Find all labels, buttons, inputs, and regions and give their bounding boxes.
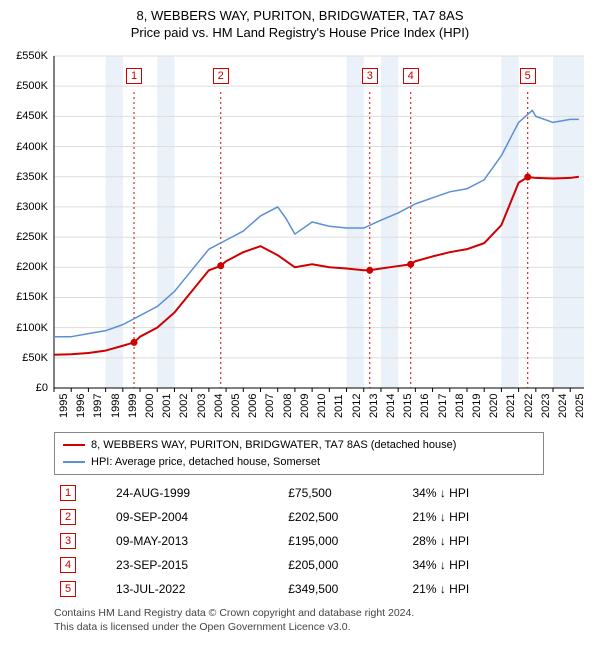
- x-axis-label: 2003: [196, 394, 208, 418]
- tx-price: £75,500: [282, 481, 406, 505]
- footer-attribution: Contains HM Land Registry data © Crown c…: [54, 607, 590, 634]
- tx-delta: 34% ↓ HPI: [406, 553, 544, 577]
- chart-marker-5: 5: [520, 68, 536, 84]
- x-axis-label: 2019: [471, 394, 483, 418]
- legend-row-hpi: HPI: Average price, detached house, Some…: [63, 454, 535, 471]
- tx-delta: 28% ↓ HPI: [406, 529, 544, 553]
- table-row: 5 13-JUL-2022£349,50021% ↓ HPI: [54, 577, 544, 601]
- x-axis-label: 2008: [282, 394, 294, 418]
- tx-price: £195,000: [282, 529, 406, 553]
- legend-swatch-hpi: [63, 461, 85, 463]
- chart-marker-2: 2: [213, 68, 229, 84]
- tx-delta: 21% ↓ HPI: [406, 577, 544, 601]
- y-axis-label: £300K: [16, 201, 48, 213]
- transactions-table: 124-AUG-1999£75,50034% ↓ HPI209-SEP-2004…: [54, 481, 544, 601]
- chart-marker-4: 4: [403, 68, 419, 84]
- x-axis-label: 1995: [58, 394, 70, 418]
- x-axis-label: 2009: [299, 394, 311, 418]
- chart-svg: [10, 46, 590, 426]
- tx-marker-icon: 5: [60, 581, 76, 597]
- x-axis-label: 1996: [75, 394, 87, 418]
- tx-price: £349,500: [282, 577, 406, 601]
- x-axis-label: 2017: [437, 394, 449, 418]
- tx-date: 13-JUL-2022: [110, 577, 282, 601]
- y-axis-label: £200K: [16, 261, 48, 273]
- x-axis-label: 2024: [557, 394, 569, 418]
- x-axis-label: 2010: [316, 394, 328, 418]
- x-axis-label: 1997: [92, 394, 104, 418]
- legend-row-property: 8, WEBBERS WAY, PURITON, BRIDGWATER, TA7…: [63, 437, 535, 454]
- x-axis-label: 2011: [333, 394, 345, 418]
- x-axis-label: 2023: [540, 394, 552, 418]
- x-axis-label: 2000: [144, 394, 156, 418]
- x-axis-label: 2001: [161, 394, 173, 418]
- x-axis-label: 2012: [351, 394, 363, 418]
- tx-date: 23-SEP-2015: [110, 553, 282, 577]
- y-axis-label: £250K: [16, 231, 48, 243]
- y-axis-label: £100K: [16, 322, 48, 334]
- x-axis-label: 2015: [402, 394, 414, 418]
- tx-delta: 21% ↓ HPI: [406, 505, 544, 529]
- y-axis-label: £350K: [16, 171, 48, 183]
- legend-label-hpi: HPI: Average price, detached house, Some…: [91, 454, 320, 471]
- y-axis-label: £0: [36, 382, 48, 394]
- tx-price: £202,500: [282, 505, 406, 529]
- chart-legend: 8, WEBBERS WAY, PURITON, BRIDGWATER, TA7…: [54, 432, 544, 475]
- x-axis-label: 2014: [385, 394, 397, 418]
- tx-date: 09-SEP-2004: [110, 505, 282, 529]
- x-axis-label: 1999: [127, 394, 139, 418]
- tx-marker-icon: 4: [60, 557, 76, 573]
- y-axis-label: £500K: [16, 80, 48, 92]
- y-axis-label: £550K: [16, 50, 48, 62]
- tx-marker-icon: 3: [60, 533, 76, 549]
- x-axis-label: 2006: [247, 394, 259, 418]
- tx-price: £205,000: [282, 553, 406, 577]
- price-chart: £0 £50K £100K £150K £200K £250K £300K £350K £400…: [10, 46, 590, 426]
- legend-label-property: 8, WEBBERS WAY, PURITON, BRIDGWATER, TA7…: [91, 437, 456, 454]
- x-axis-label: 2021: [505, 394, 517, 418]
- x-axis-label: 2016: [419, 394, 431, 418]
- footer-line1: Contains HM Land Registry data © Crown c…: [54, 607, 590, 621]
- y-axis-label: £400K: [16, 141, 48, 153]
- x-axis-label: 1998: [110, 394, 122, 418]
- x-axis-label: 2018: [454, 394, 466, 418]
- tx-date: 09-MAY-2013: [110, 529, 282, 553]
- x-axis-label: 2020: [488, 394, 500, 418]
- y-axis-label: £50K: [22, 352, 48, 364]
- table-row: 1 24-AUG-1999£75,50034% ↓ HPI: [54, 481, 544, 505]
- x-axis-label: 2005: [230, 394, 242, 418]
- chart-title-address: 8, WEBBERS WAY, PURITON, BRIDGWATER, TA7…: [10, 8, 590, 23]
- table-row: 3 09-MAY-2013£195,00028% ↓ HPI: [54, 529, 544, 553]
- chart-marker-1: 1: [126, 68, 142, 84]
- x-axis-label: 2013: [368, 394, 380, 418]
- legend-swatch-property: [63, 444, 85, 446]
- x-axis-label: 2022: [523, 394, 535, 418]
- tx-date: 24-AUG-1999: [110, 481, 282, 505]
- x-axis-label: 2025: [574, 394, 586, 418]
- x-axis-label: 2004: [213, 394, 225, 418]
- tx-delta: 34% ↓ HPI: [406, 481, 544, 505]
- table-row: 2 09-SEP-2004£202,50021% ↓ HPI: [54, 505, 544, 529]
- footer-line2: This data is licensed under the Open Gov…: [54, 621, 590, 635]
- table-row: 4 23-SEP-2015£205,00034% ↓ HPI: [54, 553, 544, 577]
- x-axis-label: 2007: [264, 394, 276, 418]
- y-axis-label: £150K: [16, 291, 48, 303]
- tx-marker-icon: 2: [60, 509, 76, 525]
- chart-marker-3: 3: [362, 68, 378, 84]
- x-axis-label: 2002: [178, 394, 190, 418]
- tx-marker-icon: 1: [60, 485, 76, 501]
- chart-title-sub: Price paid vs. HM Land Registry's House …: [10, 25, 590, 40]
- y-axis-label: £450K: [16, 110, 48, 122]
